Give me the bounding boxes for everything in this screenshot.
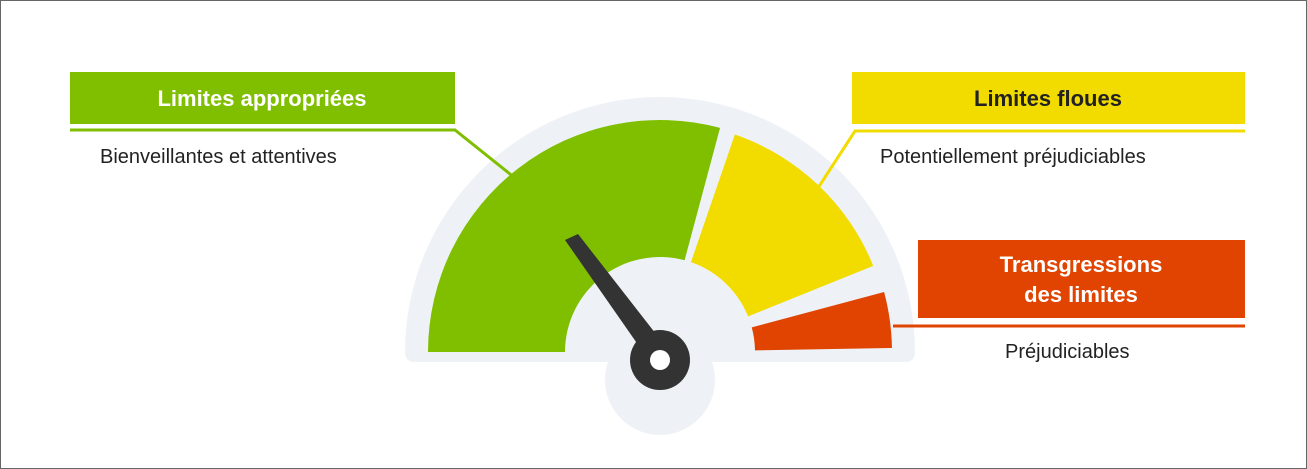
- zone-title: des limites: [1024, 282, 1138, 307]
- gauge-segment: [751, 291, 892, 351]
- zone-title: Limites appropriées: [157, 86, 366, 111]
- connector: [70, 128, 516, 180]
- zone-subtitle: Potentiellement préjudiciables: [880, 146, 1146, 168]
- needle-hole: [650, 350, 670, 370]
- zone-title: Limites floues: [974, 86, 1122, 111]
- zone-subtitle: Préjudiciables: [1005, 341, 1130, 363]
- gauge-segment: [690, 134, 874, 317]
- label-box: [70, 72, 455, 124]
- needle: [565, 234, 690, 390]
- zone-subtitle: Bienveillantes et attentives: [100, 146, 337, 168]
- connector: [816, 129, 1245, 189]
- needle-pointer: [565, 234, 670, 362]
- label-box: [852, 72, 1245, 124]
- label-box: [918, 240, 1245, 318]
- zone-title: Transgressions: [1000, 252, 1163, 277]
